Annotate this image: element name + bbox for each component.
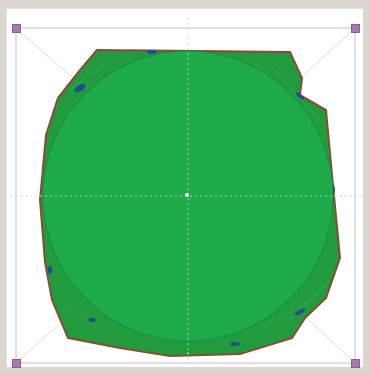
crosshair-guides-outside bbox=[10, 18, 362, 370]
resize-handle-top-right[interactable] bbox=[351, 24, 360, 33]
resize-handle-bottom-right[interactable] bbox=[351, 359, 360, 368]
center-dot-icon bbox=[185, 193, 189, 197]
resize-handle-top-left[interactable] bbox=[12, 24, 21, 33]
resize-handle-bottom-left[interactable] bbox=[12, 359, 21, 368]
